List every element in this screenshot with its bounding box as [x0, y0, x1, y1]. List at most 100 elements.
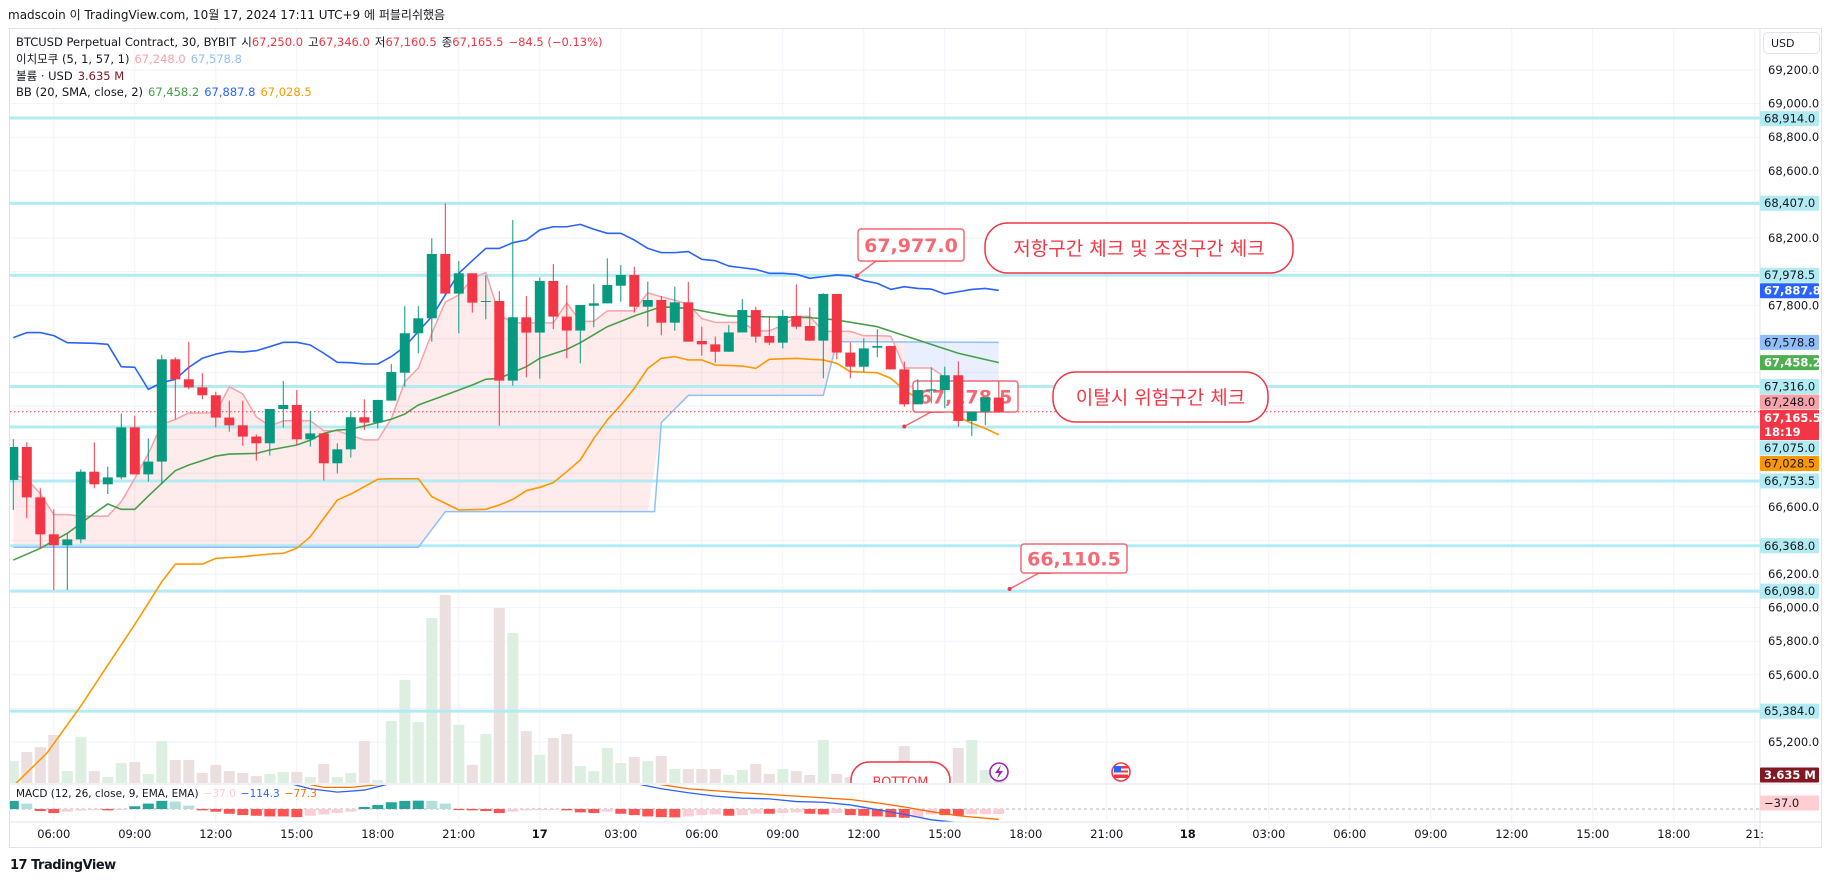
candle-body	[656, 299, 667, 323]
time-tick-label: 06:00	[37, 827, 70, 841]
time-tick-label: 03:00	[604, 827, 637, 841]
volume-bar	[210, 764, 222, 783]
ichimoku-cloud-segment	[418, 333, 432, 548]
macd-histogram-bar	[696, 809, 708, 816]
macd-label[interactable]: MACD (12, 26, close, 9, EMA, EMA)	[16, 788, 199, 800]
volume-bar	[439, 594, 451, 783]
candle-body	[548, 281, 559, 317]
legend-volume[interactable]: 볼륨 · USD 3.635 M	[16, 68, 129, 84]
macd-histogram-bar	[453, 809, 465, 811]
ichimoku-cloud-segment	[917, 342, 932, 368]
macd-histogram-bar	[817, 809, 829, 815]
legend-main[interactable]: BTCUSD Perpetual Contract, 30, BYBIT 시67,…	[16, 34, 608, 50]
volume-bar	[237, 773, 249, 783]
macd-histogram-bar	[372, 804, 384, 809]
price-badge: 66,368.0	[1764, 539, 1815, 553]
ichimoku-cloud-segment	[242, 393, 257, 548]
macd-histogram-bar	[871, 809, 883, 817]
macd-histogram-bar	[318, 809, 330, 815]
macd-histogram-bar	[21, 803, 33, 809]
time-tick-label: 09:00	[1414, 827, 1447, 841]
time-axis[interactable]: 06:00 09:00 12:00 15:00 18:00 21:00 17 03:00 06:…	[37, 827, 1764, 841]
tradingview-logo[interactable]: 17 TradingView	[10, 858, 116, 873]
candle-body	[953, 375, 964, 421]
candle-body	[561, 316, 572, 331]
legend-low-label: 저	[374, 35, 386, 49]
volume-bar	[277, 772, 289, 783]
candle	[993, 381, 1004, 413]
candle-body	[723, 332, 734, 352]
macd-histogram-bar	[61, 809, 73, 812]
time-tick-label: 12:00	[1495, 827, 1528, 841]
low-price-callout[interactable]: 66,110.5	[1007, 543, 1128, 592]
volume-bar	[547, 738, 559, 783]
candle-body	[480, 301, 491, 302]
candle-body	[831, 293, 842, 353]
last-price-badge-bg	[1760, 410, 1819, 441]
macd-histogram-bar	[939, 809, 951, 816]
ichimoku-cloud-segment	[296, 420, 311, 548]
candle	[197, 373, 208, 400]
candle	[75, 469, 86, 544]
candle-body	[89, 471, 100, 485]
volume-bar	[615, 763, 627, 783]
bottom-note[interactable]: BOTTOM	[850, 761, 951, 802]
low-price-callout-anchor-dot	[1007, 587, 1012, 592]
price-badge-bg	[1760, 583, 1819, 599]
last-price-badge: 67,165.5	[1764, 411, 1821, 425]
ichimoku-baseline	[13, 340, 999, 549]
candle-body	[993, 397, 1004, 412]
resistance-note[interactable]: 저항구간 체크 및 조정구간 체크	[984, 222, 1294, 274]
candle	[305, 411, 316, 447]
volume-bar	[696, 768, 708, 783]
legend-bb[interactable]: BB (20, SMA, close, 2) 67,458.2 67,887.8 67…	[16, 85, 317, 99]
bb-label[interactable]: BB (20, SMA, close, 2)	[16, 85, 143, 99]
ichimoku-cloud-segment	[661, 296, 675, 423]
macd-histogram-bar	[304, 809, 316, 816]
candle-body	[305, 433, 316, 440]
legend-ichimoku[interactable]: 이치모쿠 (5, 1, 57, 1) 67,248.0 67,578.8	[16, 51, 247, 67]
bb-lower-value: 67,028.5	[260, 85, 312, 99]
currency-selector[interactable]: USD	[1763, 32, 1820, 54]
candle	[615, 265, 626, 302]
candle	[494, 291, 505, 426]
price-tick-label: 68,800.0	[1768, 130, 1819, 144]
candle-body	[197, 387, 208, 396]
candle	[102, 466, 113, 495]
macd-histogram-bar	[979, 809, 991, 815]
lightning-icon[interactable]	[989, 762, 1009, 782]
volume-bar	[763, 773, 775, 783]
legend-symbol[interactable]: BTCUSD Perpetual Contract, 30, BYBIT	[16, 35, 237, 49]
volume-label[interactable]: 볼륨 · USD	[16, 69, 73, 83]
price-axis[interactable]: 69,200.0 69,000.068,914.0 68,800.0 68,600.0…	[1760, 63, 1821, 811]
candle	[399, 306, 410, 387]
risk-note-box	[1052, 371, 1269, 423]
macd-histogram-bar	[628, 809, 640, 816]
macd-histogram-bar	[237, 809, 249, 816]
resistance-price-callout[interactable]: 67,977.0	[855, 228, 965, 278]
candle-body	[183, 379, 194, 388]
macd-histogram-bar	[277, 809, 289, 817]
macd-histogram-bar	[804, 809, 816, 814]
price-tick-label: 69,200.0	[1768, 63, 1819, 77]
candle	[386, 364, 397, 401]
volume-badge: 3.635 M	[1764, 768, 1816, 782]
legend-macd[interactable]: MACD (12, 26, close, 9, EMA, EMA) −37.0 −1…	[16, 788, 322, 800]
volume-bar	[520, 731, 532, 783]
price-badge: 67,887.8	[1764, 284, 1821, 298]
ichimoku-cloud-segment	[647, 292, 662, 512]
resistance-note-box	[984, 222, 1294, 274]
support-price-callout-anchor-dot	[902, 424, 907, 429]
candle-body	[170, 359, 181, 380]
us-flag-icon[interactable]	[1111, 762, 1131, 782]
ichimoku-label[interactable]: 이치모쿠 (5, 1, 57, 1)	[16, 52, 130, 66]
bb-basis-value: 67,458.2	[148, 85, 200, 99]
candle	[737, 298, 748, 333]
risk-note[interactable]: 이탈시 위험구간 체크	[1052, 371, 1269, 423]
candle-body	[278, 404, 289, 410]
ichimoku-cloud-segment	[620, 310, 635, 512]
horizontal-lines[interactable]	[10, 116, 1760, 713]
volume-bar	[372, 779, 384, 783]
